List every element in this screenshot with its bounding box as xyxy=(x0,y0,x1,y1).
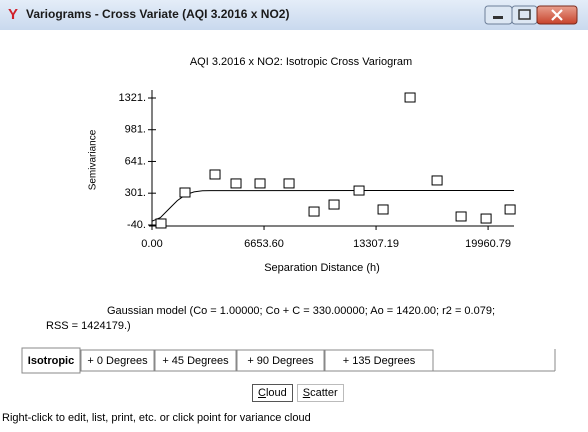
maximize-icon xyxy=(518,9,531,20)
data-point[interactable] xyxy=(353,185,365,196)
minimize-icon xyxy=(493,16,503,19)
data-point[interactable] xyxy=(504,204,516,215)
data-point[interactable] xyxy=(377,204,389,215)
tab[interactable] xyxy=(236,349,325,372)
data-point[interactable] xyxy=(480,213,492,224)
maximize-button[interactable] xyxy=(511,5,538,25)
y-tick-label: 981. xyxy=(125,124,146,136)
model-text: RSS = 1424179.) xyxy=(46,320,131,332)
tab-strip: Isotropic + 0 Degrees + 45 Degrees + 90 Deg… xyxy=(21,347,556,374)
button[interactable]: Scatter xyxy=(296,384,344,402)
tab-label: + 135 Degrees xyxy=(343,355,416,367)
button[interactable]: Cloud xyxy=(252,384,293,402)
tab-label: Isotropic xyxy=(28,355,74,367)
y-tick-label: -40. xyxy=(127,219,146,231)
x-tick-label: 19960.79 xyxy=(465,238,511,250)
y-tick-label: 301. xyxy=(125,187,146,199)
tab-label: + 0 Degrees xyxy=(87,355,148,367)
x-tick-label: 6653.60 xyxy=(244,238,284,250)
data-point[interactable] xyxy=(283,178,295,189)
data-point[interactable] xyxy=(404,92,416,103)
model-text: Gaussian model (Co = 1.00000; Co + C = 3… xyxy=(107,305,495,317)
status-text: Right-click to edit, list, print, etc. o… xyxy=(2,412,311,424)
data-point[interactable] xyxy=(328,199,340,210)
chart-title: AQI 3.2016 x NO2: Isotropic Cross Variog… xyxy=(190,56,412,68)
data-point[interactable] xyxy=(431,175,443,186)
data-point[interactable] xyxy=(230,178,242,189)
tab[interactable] xyxy=(154,349,237,372)
button-row: Cloud Scatter xyxy=(252,384,344,402)
window-title: Variograms - Cross Variate (AQI 3.2016 x… xyxy=(26,7,289,21)
x-tick-label: 0.00 xyxy=(141,238,162,250)
data-point[interactable] xyxy=(455,211,467,222)
tab[interactable] xyxy=(324,349,434,372)
data-point[interactable] xyxy=(308,206,320,217)
x-tick-label: 13307.19 xyxy=(353,238,399,250)
data-point[interactable] xyxy=(179,187,191,198)
tab-label: + 45 Degrees xyxy=(162,355,229,367)
tab-label: + 90 Degrees xyxy=(247,355,314,367)
y-axis-label: Semivariance xyxy=(88,129,99,190)
data-point[interactable] xyxy=(209,169,221,180)
app-icon: Y xyxy=(8,6,18,23)
y-tick-label: 641. xyxy=(125,155,146,167)
tab[interactable] xyxy=(21,347,81,374)
y-tick-label: 1321. xyxy=(118,92,146,104)
close-icon xyxy=(551,9,563,21)
minimize-button[interactable] xyxy=(484,5,513,25)
data-point[interactable] xyxy=(254,178,266,189)
x-axis-label: Separation Distance (h) xyxy=(264,262,380,274)
data-point[interactable] xyxy=(155,218,167,229)
tab[interactable] xyxy=(80,349,155,372)
chart: AQI 3.2016 x NO2: Isotropic Cross Variog… xyxy=(88,56,516,274)
